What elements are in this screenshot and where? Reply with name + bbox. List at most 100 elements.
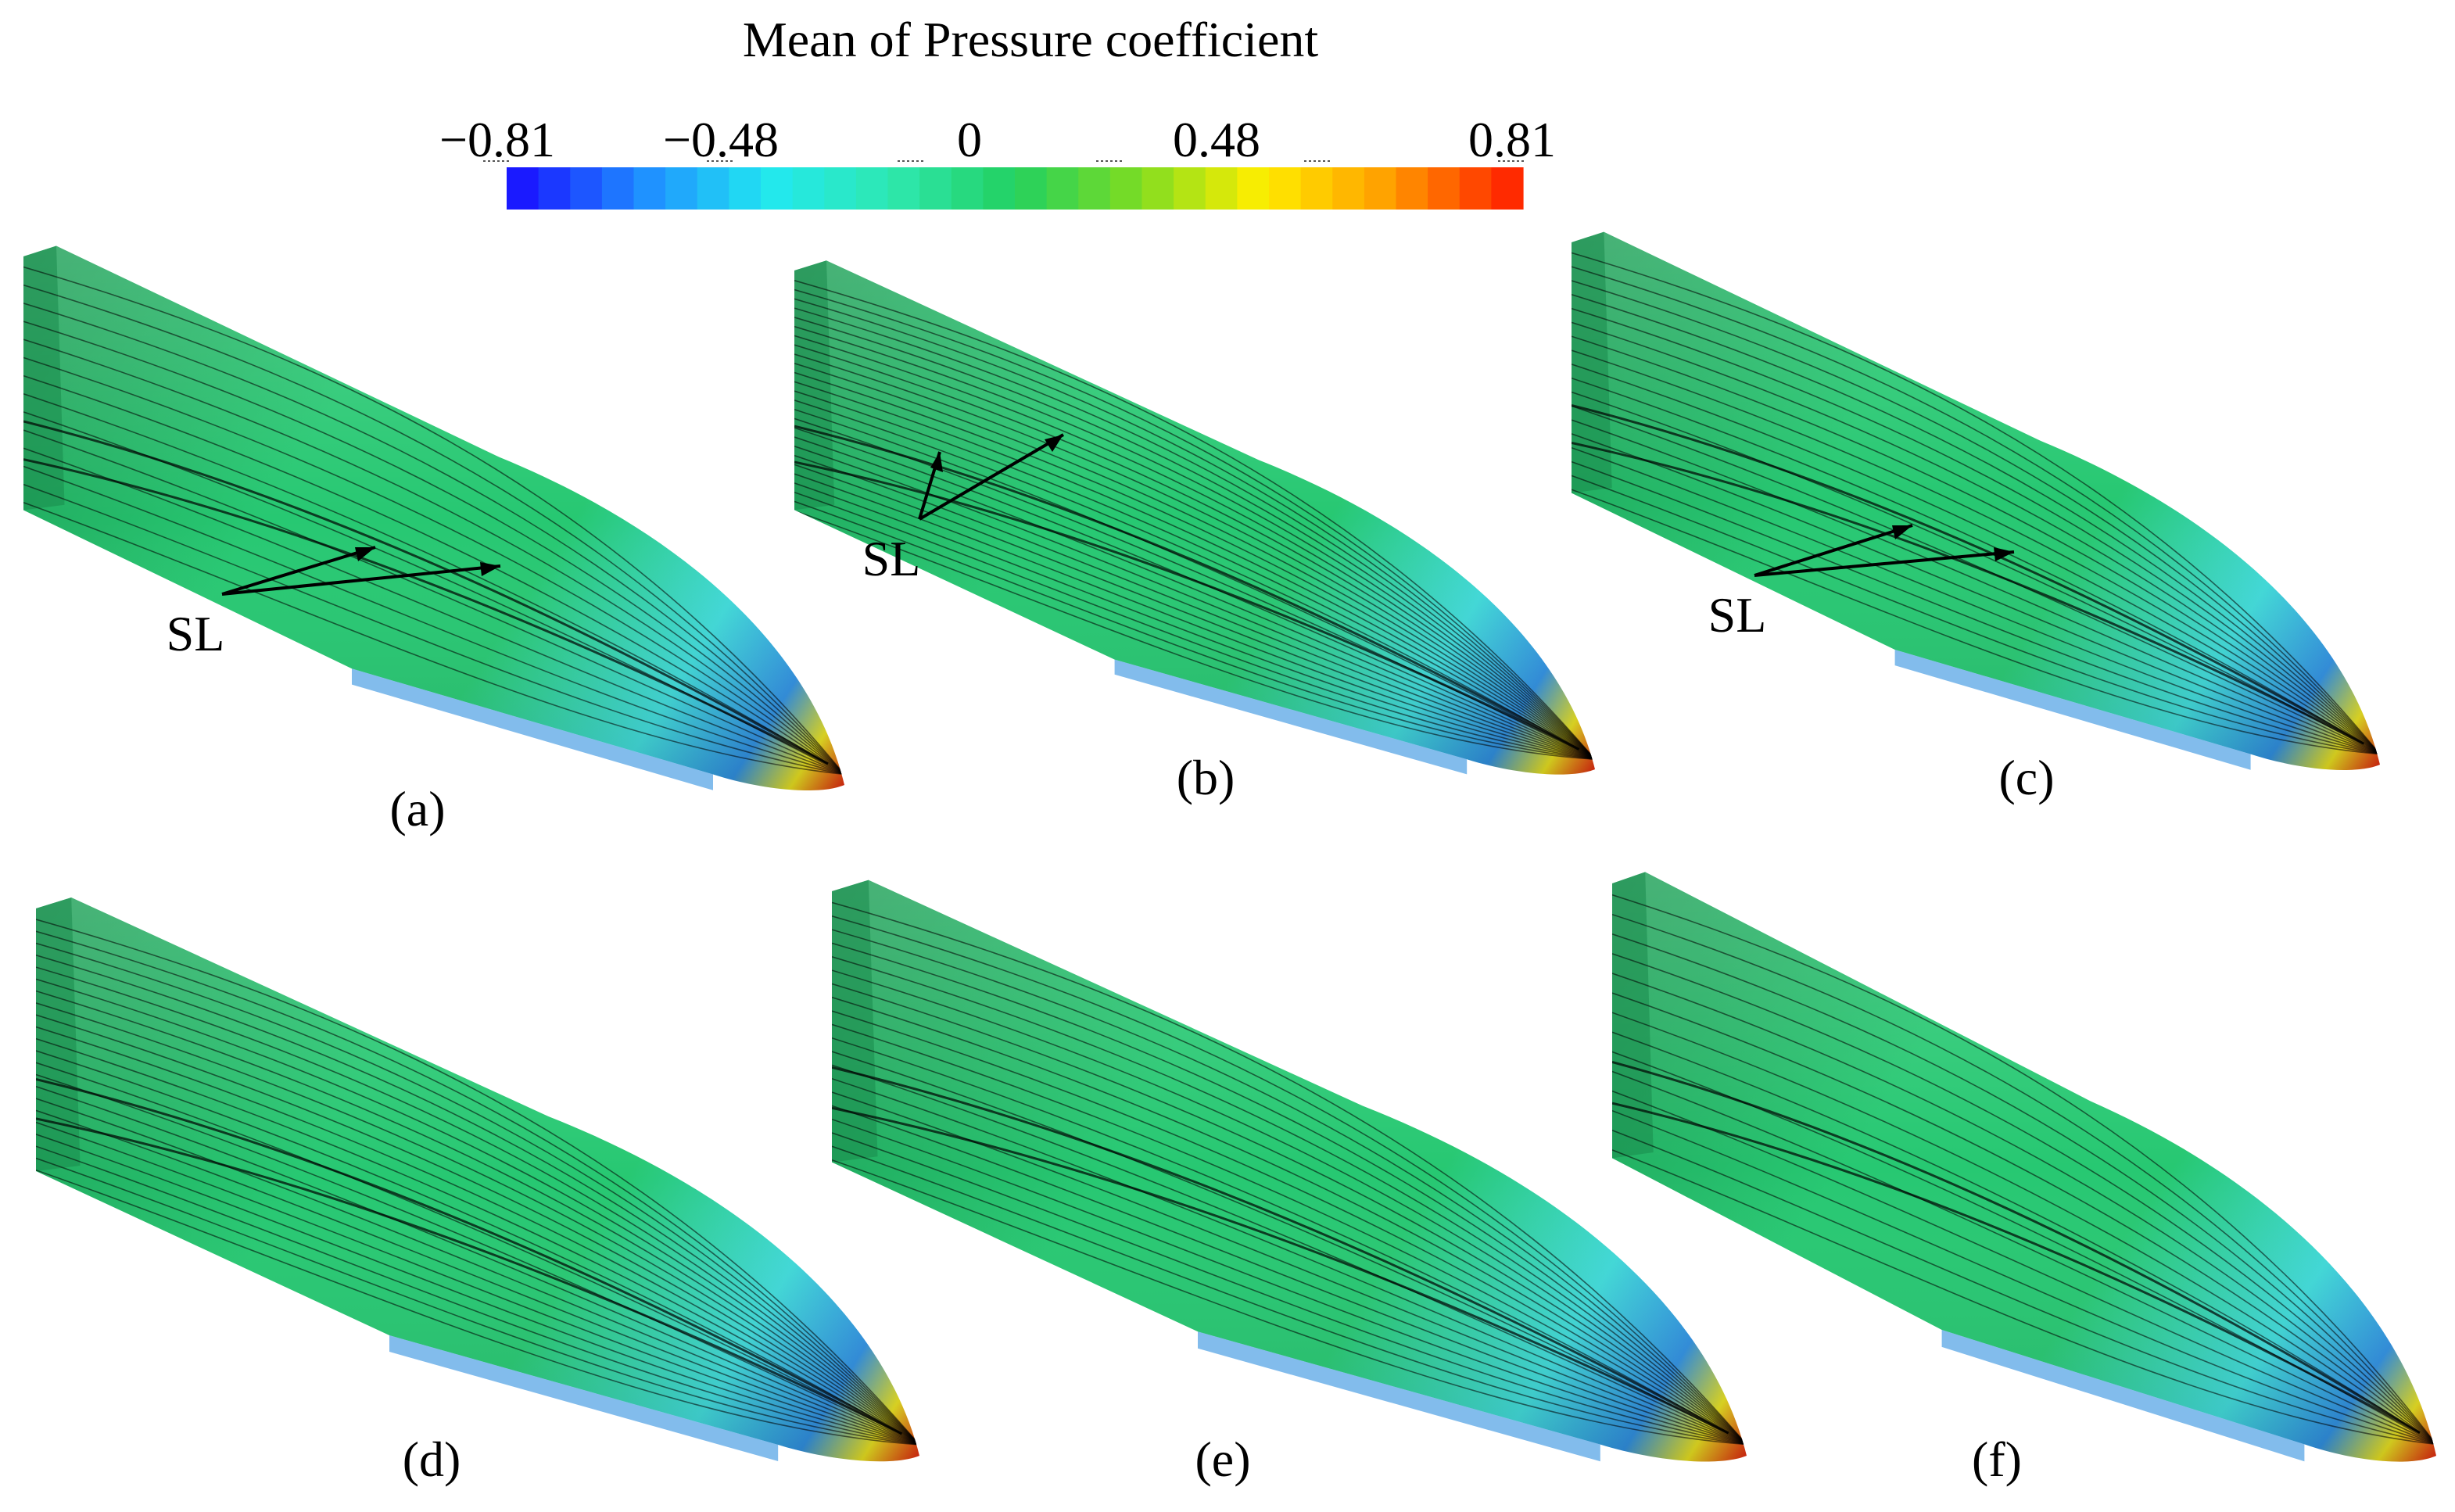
streamline (832, 929, 1747, 1446)
sl-arrowhead (1892, 525, 2014, 561)
streamline (23, 393, 844, 776)
sl-arrowhead (930, 435, 1063, 472)
streamline (794, 482, 1595, 760)
colorbar-cell (1141, 167, 1174, 210)
colorbar-cell (601, 167, 635, 210)
streamline (1572, 294, 2380, 755)
colorbar-cell (855, 167, 889, 210)
colorbar-cell (1300, 167, 1333, 210)
colorbar-cell (570, 167, 603, 210)
streamline (832, 1010, 1747, 1446)
colorbar-cell (1364, 167, 1397, 210)
streamline (23, 321, 844, 776)
streamline (1612, 1012, 2436, 1446)
streamline (832, 956, 1747, 1446)
colorbar-cell (538, 167, 571, 210)
streamline (794, 307, 1595, 760)
colorbar-cell (1205, 167, 1238, 210)
streamline (23, 465, 844, 776)
train-tail-face (832, 880, 878, 1163)
colorbar-tick-label: 0.48 (1173, 112, 1260, 167)
streamline (832, 1159, 1747, 1446)
streamline (1572, 475, 2380, 755)
streamline (832, 1118, 1747, 1446)
panel-f (1612, 872, 2436, 1462)
colorbar-cell (507, 167, 539, 210)
streamline (1612, 1070, 2436, 1446)
colorbar-scale (483, 160, 1526, 210)
streamline (36, 1050, 919, 1446)
streamline (1612, 953, 2436, 1445)
colorbar-cell (792, 167, 825, 210)
train-tail-face (23, 245, 65, 511)
streamline (832, 1077, 1747, 1446)
train-shading (1612, 872, 2436, 1462)
separation-line (1612, 1102, 2421, 1435)
streamline (794, 288, 1595, 760)
panel-b (794, 260, 1595, 775)
streamline (832, 996, 1747, 1446)
streamline (794, 500, 1595, 760)
separation-line (832, 1106, 1729, 1435)
streamline (36, 1086, 919, 1446)
colorbar-cell (665, 167, 698, 210)
sl-label: SL (1708, 587, 1767, 643)
streamline (36, 930, 919, 1446)
train-tail-face (1612, 872, 1654, 1159)
colorbar-title: Mean of Pressure coefficient (743, 12, 1319, 67)
colorbar: Mean of Pressure coefficient −0.81 −0.48… (439, 12, 1556, 210)
streamline (1612, 992, 2436, 1446)
streamline (36, 1145, 919, 1446)
train-underside (352, 668, 713, 790)
colorbar-cell (1078, 167, 1111, 210)
streamline (23, 357, 844, 776)
streamline (36, 1169, 919, 1446)
streamline (794, 381, 1595, 760)
streamlines (36, 919, 919, 1446)
colorbar-cell (1491, 167, 1524, 210)
streamline (1612, 973, 2436, 1445)
streamline (1612, 1090, 2436, 1446)
panel-label: (a) (389, 781, 445, 837)
colorbar-cell (697, 167, 729, 210)
panel-c (1572, 231, 2380, 770)
panel-e (832, 880, 1747, 1462)
panel-label: (e) (1195, 1431, 1250, 1487)
colorbar-cell (1015, 167, 1048, 210)
train-shading (832, 880, 1747, 1462)
colorbar-tick-labels: −0.81 −0.48 0 0.48 0.81 (439, 112, 1556, 167)
streamline (1612, 913, 2436, 1445)
streamline (794, 408, 1595, 760)
train-underside (1894, 650, 2251, 770)
streamlines (794, 280, 1595, 760)
sl-arrow (221, 546, 501, 596)
streamline (23, 266, 844, 776)
streamline (832, 1051, 1747, 1446)
colorbar-cell (1237, 167, 1270, 210)
streamline (1572, 433, 2380, 755)
streamline (1612, 894, 2436, 1445)
train-shading (23, 245, 844, 791)
streamline (36, 990, 919, 1446)
streamline (794, 464, 1595, 760)
streamline (1572, 446, 2380, 755)
streamline (1572, 335, 2380, 755)
sl-annotation-c: SL (1708, 524, 2015, 643)
separation-line (794, 425, 1580, 751)
streamline (794, 454, 1595, 760)
streamline (1612, 1109, 2436, 1446)
sl-label: SL (167, 606, 225, 661)
streamline (1572, 349, 2380, 755)
colorbar-cell (1174, 167, 1206, 210)
colorbar-cell (983, 167, 1016, 210)
colorbar-tick-label: 0.81 (1468, 112, 1556, 167)
sl-arrowhead (355, 547, 500, 576)
colorbar-cell (633, 167, 666, 210)
streamline (1572, 266, 2380, 755)
streamline (794, 298, 1595, 760)
streamline (1612, 1149, 2436, 1446)
streamline (794, 473, 1595, 760)
colorbar-cell (1046, 167, 1079, 210)
streamline (832, 915, 1747, 1446)
streamline (23, 374, 844, 776)
